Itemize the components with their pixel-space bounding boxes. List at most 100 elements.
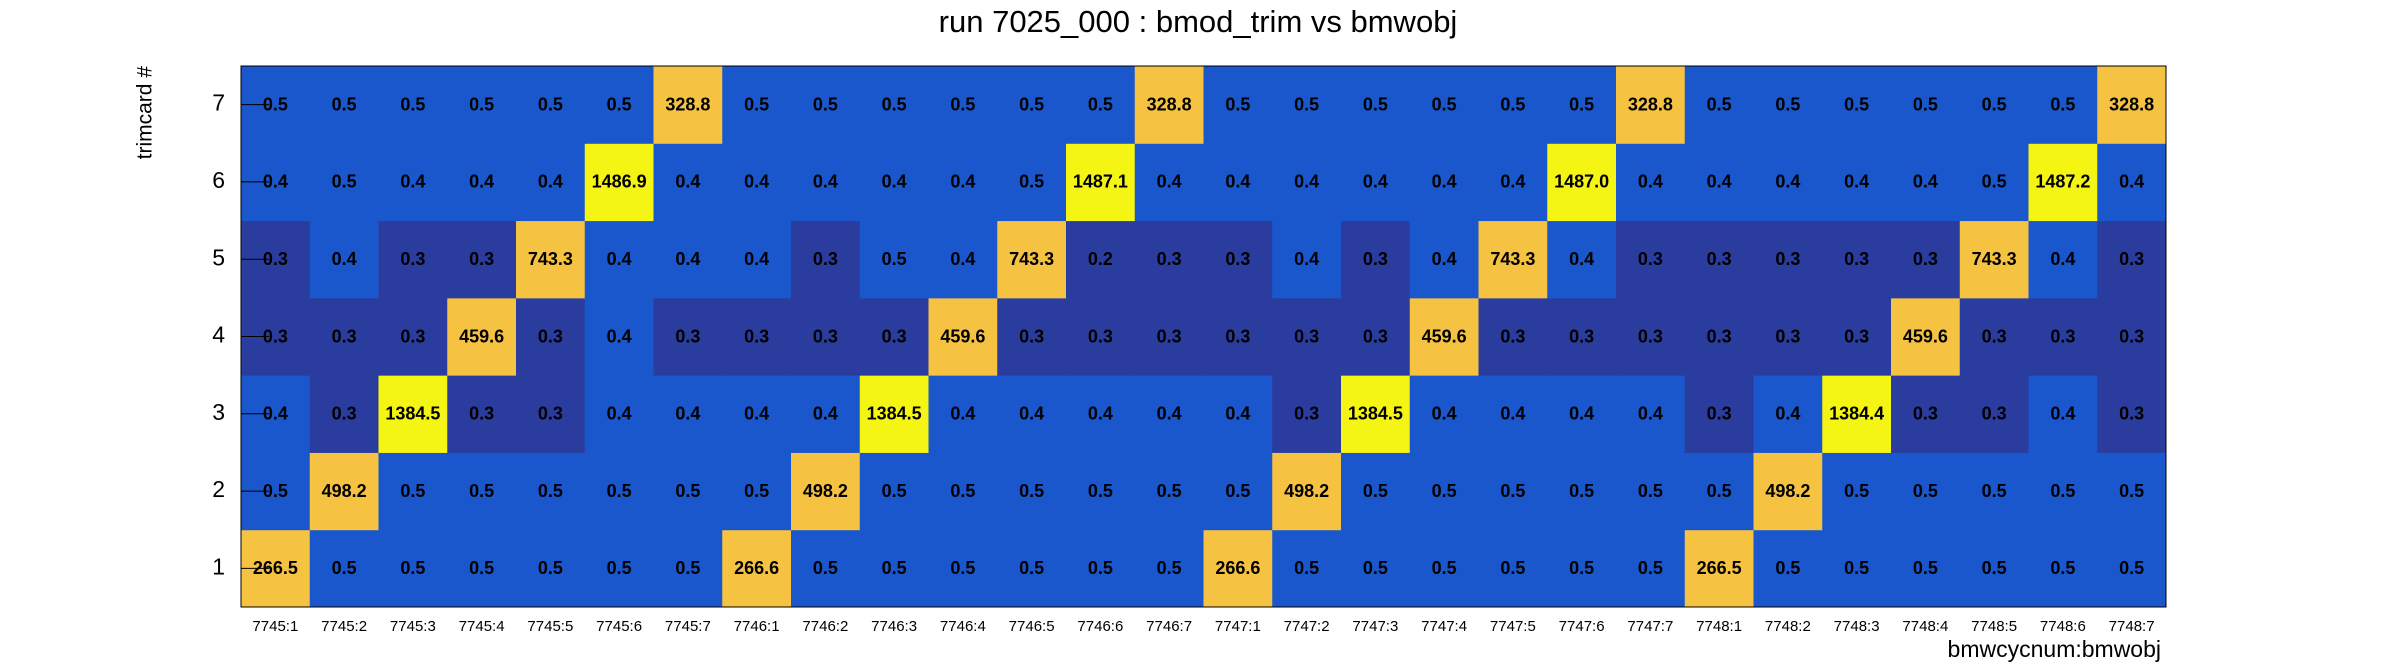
y-tick-label: 6 bbox=[212, 167, 225, 193]
cell bbox=[2028, 220, 2098, 299]
cell-label: 0.3 bbox=[1913, 404, 1938, 424]
x-tick-label: 7748:3 bbox=[1834, 618, 1880, 635]
cell bbox=[1616, 375, 1686, 453]
cell bbox=[1753, 66, 1823, 144]
cell bbox=[516, 375, 586, 453]
cell bbox=[1753, 220, 1823, 299]
cell-label: 0.5 bbox=[950, 94, 975, 114]
cell bbox=[1409, 220, 1479, 299]
cell-label: 743.3 bbox=[528, 249, 573, 269]
cell-label: 0.5 bbox=[1294, 558, 1319, 578]
cell-label: 1384.5 bbox=[385, 404, 440, 424]
cell bbox=[791, 375, 861, 453]
cell bbox=[1684, 529, 1754, 608]
cell bbox=[653, 375, 723, 453]
cell bbox=[928, 375, 998, 453]
cell-label: 498.2 bbox=[322, 481, 367, 501]
cell bbox=[1272, 66, 1342, 144]
cell bbox=[1891, 529, 1961, 608]
cell-label: 0.5 bbox=[1707, 94, 1732, 114]
cell bbox=[859, 375, 929, 453]
cell bbox=[1891, 297, 1961, 376]
cell-label: 0.4 bbox=[607, 404, 632, 424]
cell bbox=[1478, 375, 1548, 453]
cell bbox=[584, 297, 654, 376]
cell-label: 459.6 bbox=[940, 326, 985, 346]
cell bbox=[1753, 529, 1823, 608]
cell bbox=[1959, 375, 2029, 453]
cell-label: 0.4 bbox=[675, 249, 700, 269]
cell-label: 0.3 bbox=[1088, 326, 1113, 346]
cell bbox=[653, 66, 723, 144]
cell bbox=[1891, 66, 1961, 144]
cell bbox=[997, 143, 1067, 222]
cell-label: 266.6 bbox=[734, 558, 779, 578]
cell bbox=[1341, 220, 1411, 299]
cell bbox=[722, 220, 792, 299]
cell bbox=[447, 66, 517, 144]
cell bbox=[722, 452, 792, 531]
cell-label: 0.4 bbox=[1638, 172, 1663, 192]
cell-label: 0.5 bbox=[1500, 558, 1525, 578]
cell-label: 266.6 bbox=[1215, 558, 1260, 578]
cell bbox=[1959, 66, 2029, 144]
cell-label: 0.3 bbox=[675, 326, 700, 346]
cell-label: 0.4 bbox=[950, 249, 975, 269]
cell-label: 0.3 bbox=[332, 326, 357, 346]
cell-label: 0.5 bbox=[2050, 94, 2075, 114]
cell-label: 0.4 bbox=[1707, 172, 1732, 192]
cell-label: 0.3 bbox=[2119, 326, 2144, 346]
cell bbox=[1134, 452, 1204, 531]
cell-label: 0.5 bbox=[469, 481, 494, 501]
x-tick-label: 7747:6 bbox=[1559, 618, 1605, 635]
cell-label: 0.5 bbox=[1294, 94, 1319, 114]
cell bbox=[1341, 297, 1411, 376]
cell bbox=[309, 143, 379, 222]
cell bbox=[516, 66, 586, 144]
cell-label: 0.3 bbox=[1157, 249, 1182, 269]
cell-label: 0.4 bbox=[1363, 172, 1388, 192]
cell bbox=[997, 452, 1067, 531]
cell bbox=[1066, 297, 1136, 376]
cell-label: 1486.9 bbox=[592, 172, 647, 192]
x-tick-label: 7745:2 bbox=[321, 618, 367, 635]
cell bbox=[1891, 220, 1961, 299]
cell bbox=[1891, 143, 1961, 222]
cell bbox=[2097, 452, 2167, 531]
cell bbox=[791, 529, 861, 608]
cell bbox=[1547, 529, 1617, 608]
cell bbox=[1272, 375, 1342, 453]
cell bbox=[791, 66, 861, 144]
cell-label: 0.4 bbox=[1157, 404, 1182, 424]
cell-label: 0.4 bbox=[1019, 404, 1044, 424]
cell-label: 0.4 bbox=[1294, 249, 1319, 269]
cell-label: 0.5 bbox=[400, 481, 425, 501]
cell bbox=[2097, 297, 2167, 376]
cell bbox=[1409, 452, 1479, 531]
y-tick-label: 3 bbox=[212, 399, 225, 425]
cell bbox=[584, 529, 654, 608]
cell bbox=[1959, 297, 2029, 376]
cell bbox=[447, 452, 517, 531]
x-tick-label: 7748:4 bbox=[1902, 618, 1948, 635]
cell bbox=[378, 452, 448, 531]
cell bbox=[928, 452, 998, 531]
cell bbox=[516, 297, 586, 376]
cell-label: 0.3 bbox=[263, 249, 288, 269]
cell bbox=[928, 220, 998, 299]
cell-label: 0.3 bbox=[1844, 249, 1869, 269]
cell bbox=[859, 66, 929, 144]
cell bbox=[1616, 529, 1686, 608]
cell-label: 0.5 bbox=[538, 558, 563, 578]
x-tick-label: 7748:5 bbox=[1971, 618, 2017, 635]
cell bbox=[1203, 143, 1273, 222]
cell bbox=[1684, 375, 1754, 453]
cell-label: 0.5 bbox=[1844, 481, 1869, 501]
cell-label: 0.5 bbox=[1982, 558, 2007, 578]
cell-label: 0.5 bbox=[1088, 558, 1113, 578]
cell-label: 0.4 bbox=[469, 172, 494, 192]
cell bbox=[859, 220, 929, 299]
cell-label: 0.3 bbox=[1913, 249, 1938, 269]
cell-label: 0.5 bbox=[675, 558, 700, 578]
cell-label: 0.3 bbox=[469, 404, 494, 424]
